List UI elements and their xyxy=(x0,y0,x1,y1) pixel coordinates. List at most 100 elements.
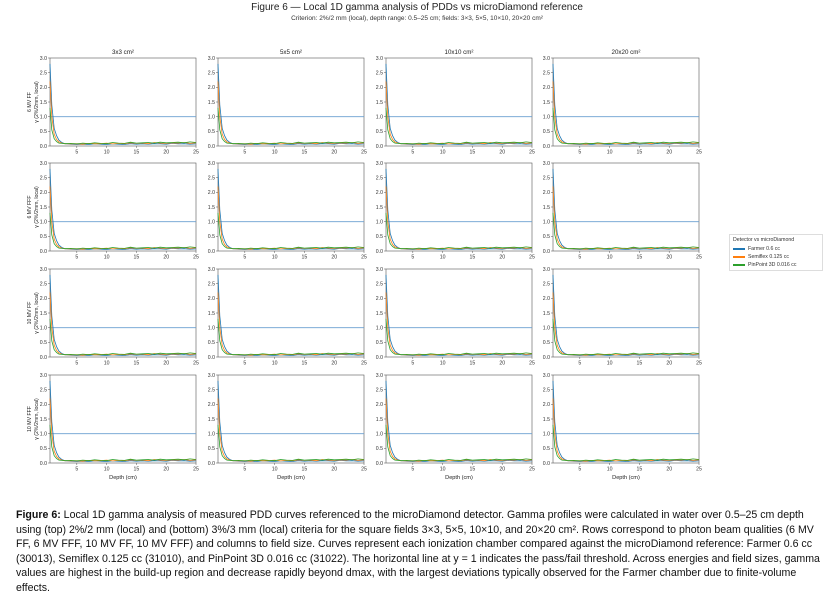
ytick-label: 2.5 xyxy=(543,387,550,393)
ytick-label: 0.0 xyxy=(208,249,215,255)
xtick-label: 5 xyxy=(243,255,246,261)
yaxis-label-row-1-line1: 6 MV FF xyxy=(27,92,33,112)
ytick-label: 0.5 xyxy=(543,129,550,135)
series-line-pinpoint-3d-0-016-cc-r1c4 xyxy=(552,107,700,145)
ytick-label: 0.0 xyxy=(376,355,383,361)
xtick-label: 20 xyxy=(666,361,672,367)
ytick-label: 2.0 xyxy=(376,190,383,196)
ytick-label: 2.5 xyxy=(208,387,215,393)
ytick-label: 1.0 xyxy=(40,431,47,437)
ytick-label: 3.0 xyxy=(376,373,383,379)
xtick-label: 15 xyxy=(470,255,476,261)
ytick-label: 2.5 xyxy=(376,70,383,76)
xtick-label: 10 xyxy=(104,467,110,473)
ytick-label: 0.0 xyxy=(543,461,550,467)
legend-swatch-farmer xyxy=(733,248,745,250)
panel-frame-r2c2 xyxy=(217,162,365,252)
xtick-label: 10 xyxy=(272,255,278,261)
ytick-label: 1.5 xyxy=(376,417,383,423)
series-line-pinpoint-3d-0-016-cc-r1c1 xyxy=(49,107,197,145)
xtick-label: 25 xyxy=(193,255,199,261)
series-line-pinpoint-3d-0-016-cc-r1c3 xyxy=(385,107,533,145)
ytick-label: 2.5 xyxy=(376,387,383,393)
figure-caption: Figure 6: Local 1D gamma analysis of mea… xyxy=(16,508,822,596)
series-line-pinpoint-3d-0-016-cc-r3c3 xyxy=(385,318,533,356)
ytick-label: 2.0 xyxy=(543,190,550,196)
ytick-label: 2.5 xyxy=(40,175,47,181)
ytick-label: 3.0 xyxy=(543,373,550,379)
ytick-label: 0.0 xyxy=(543,144,550,150)
xaxis-label-1: Depth (cm) xyxy=(109,475,137,481)
xtick-label: 25 xyxy=(361,361,367,367)
legend-entry-semiflex: Semiflex 0.125 cc xyxy=(733,254,819,260)
ytick-label: 1.5 xyxy=(543,100,550,106)
series-line-pinpoint-3d-0-016-cc-r3c2 xyxy=(217,318,365,356)
panel-frame-r2c3 xyxy=(385,162,533,252)
ytick-label: 1.5 xyxy=(376,205,383,211)
xtick-label: 10 xyxy=(440,361,446,367)
ytick-label: 1.0 xyxy=(208,114,215,120)
ytick-label: 2.5 xyxy=(40,70,47,76)
legend-entry-pinpoint: PinPoint 3D 0.016 cc xyxy=(733,262,819,268)
xtick-label: 5 xyxy=(75,150,78,156)
legend-label-semiflex: Semiflex 0.125 cc xyxy=(748,254,789,260)
ytick-label: 0.0 xyxy=(40,461,47,467)
xtick-label: 15 xyxy=(637,361,643,367)
xtick-label: 5 xyxy=(75,467,78,473)
series-line-semiflex-0-125-cc-r4c2 xyxy=(217,398,365,462)
ytick-label: 1.0 xyxy=(376,114,383,120)
series-line-semiflex-0-125-cc-r1c2 xyxy=(217,81,365,145)
ytick-label: 1.5 xyxy=(40,205,47,211)
xtick-label: 25 xyxy=(696,150,702,156)
ytick-label: 2.5 xyxy=(208,70,215,76)
legend-label-pinpoint: PinPoint 3D 0.016 cc xyxy=(748,262,797,268)
series-line-semiflex-0-125-cc-r2c1 xyxy=(49,186,197,250)
xtick-label: 10 xyxy=(104,361,110,367)
ytick-label: 3.0 xyxy=(40,56,47,62)
ytick-label: 2.0 xyxy=(543,85,550,91)
ytick-label: 3.0 xyxy=(208,56,215,62)
ytick-label: 1.5 xyxy=(208,311,215,317)
ytick-label: 0.0 xyxy=(208,355,215,361)
ytick-label: 0.5 xyxy=(208,446,215,452)
ytick-label: 2.5 xyxy=(543,70,550,76)
ytick-label: 2.0 xyxy=(40,296,47,302)
series-line-pinpoint-3d-0-016-cc-r4c1 xyxy=(49,424,197,462)
xtick-label: 5 xyxy=(75,361,78,367)
xtick-label: 5 xyxy=(411,150,414,156)
ytick-label: 0.5 xyxy=(208,340,215,346)
xtick-label: 15 xyxy=(637,467,643,473)
ytick-label: 2.0 xyxy=(40,85,47,91)
ytick-label: 0.0 xyxy=(376,461,383,467)
column-title-2: 5x5 cm² xyxy=(280,49,302,56)
legend-swatch-pinpoint xyxy=(733,264,745,266)
caption-text: Local 1D gamma analysis of measured PDD … xyxy=(16,509,820,594)
xtick-label: 15 xyxy=(302,361,308,367)
ytick-label: 0.5 xyxy=(40,129,47,135)
panel-frame-r3c4 xyxy=(552,268,700,358)
xtick-label: 10 xyxy=(607,361,613,367)
series-line-pinpoint-3d-0-016-cc-r4c4 xyxy=(552,424,700,462)
xtick-label: 20 xyxy=(163,361,169,367)
xtick-label: 25 xyxy=(193,150,199,156)
ytick-label: 1.5 xyxy=(376,100,383,106)
ytick-label: 0.5 xyxy=(376,340,383,346)
ytick-label: 2.5 xyxy=(376,175,383,181)
ytick-label: 0.5 xyxy=(376,234,383,240)
ytick-label: 1.0 xyxy=(208,431,215,437)
xtick-label: 25 xyxy=(193,467,199,473)
panel-frame-r4c2 xyxy=(217,374,365,464)
series-line-pinpoint-3d-0-016-cc-r4c2 xyxy=(217,424,365,462)
panel-frame-r1c4 xyxy=(552,57,700,147)
xtick-label: 5 xyxy=(243,361,246,367)
ytick-label: 3.0 xyxy=(543,161,550,167)
panel-frame-r2c4 xyxy=(552,162,700,252)
ytick-label: 2.0 xyxy=(208,190,215,196)
ytick-label: 1.5 xyxy=(543,417,550,423)
series-line-semiflex-0-125-cc-r1c1 xyxy=(49,81,197,145)
xtick-label: 10 xyxy=(272,467,278,473)
ytick-label: 1.5 xyxy=(208,100,215,106)
xtick-label: 5 xyxy=(411,361,414,367)
ytick-label: 3.0 xyxy=(376,56,383,62)
ytick-label: 3.0 xyxy=(40,373,47,379)
